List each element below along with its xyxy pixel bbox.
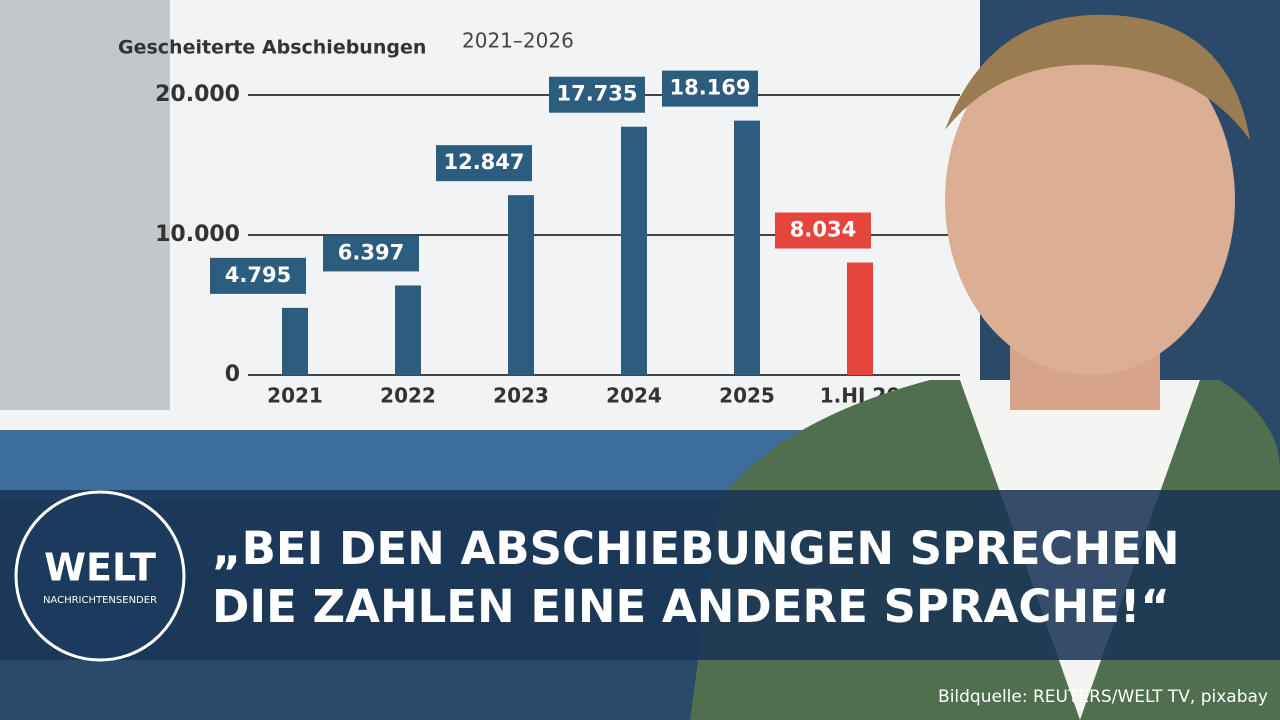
bar bbox=[282, 307, 308, 375]
hair bbox=[945, 14, 1250, 140]
x-tick-label: 2025 bbox=[719, 384, 775, 408]
credit: Bildquelle: REUTERS/WELT TV, pixabay bbox=[938, 687, 1268, 707]
y-tick-label: 10.000 bbox=[155, 222, 240, 247]
value-label: 17.735 bbox=[556, 82, 637, 106]
value-label: 8.034 bbox=[790, 218, 856, 242]
logo-circle bbox=[14, 490, 186, 662]
value-label: 4.795 bbox=[225, 263, 291, 287]
logo-tagline: NACHRICHTENSENDER bbox=[43, 595, 157, 606]
value-label-box bbox=[775, 212, 871, 249]
bar bbox=[734, 120, 760, 375]
value-label: 12.847 bbox=[443, 150, 524, 174]
x-tick-label: 2022 bbox=[380, 384, 436, 408]
headline-line: „BEI DEN ABSCHIEBUNGEN SPRECHEN bbox=[212, 522, 1180, 575]
bar bbox=[621, 126, 647, 376]
value-label-box bbox=[549, 76, 645, 113]
value-label-box bbox=[662, 70, 758, 107]
y-tick-label: 0 bbox=[225, 362, 240, 387]
bar bbox=[395, 285, 421, 375]
logo-name: WELT bbox=[44, 546, 156, 590]
x-tick-label: 2021 bbox=[267, 384, 323, 408]
value-label-box bbox=[436, 145, 532, 182]
value-label: 18.169 bbox=[669, 76, 750, 100]
face bbox=[945, 25, 1235, 375]
chart-title: Gescheiterte Abschiebungen bbox=[118, 37, 426, 59]
bar bbox=[847, 262, 873, 375]
bar bbox=[508, 195, 534, 375]
chart-subtitle: 2021–2026 bbox=[462, 29, 574, 53]
chart: 0 10.000 20.000 2021 4.795 2022 6.397 2023 12.84… bbox=[155, 70, 960, 408]
x-tick-label: 2024 bbox=[606, 384, 662, 408]
headline-bar bbox=[0, 490, 1280, 660]
x-tick-label: 2023 bbox=[493, 384, 549, 408]
value-label-box bbox=[323, 235, 419, 272]
y-tick-label: 20.000 bbox=[155, 82, 240, 107]
value-label: 6.397 bbox=[338, 240, 404, 264]
headline-line: DIE ZAHLEN EINE ANDERE SPRACHE!“ bbox=[212, 580, 1170, 633]
value-label-box bbox=[210, 257, 306, 294]
photo-inset bbox=[0, 0, 170, 410]
